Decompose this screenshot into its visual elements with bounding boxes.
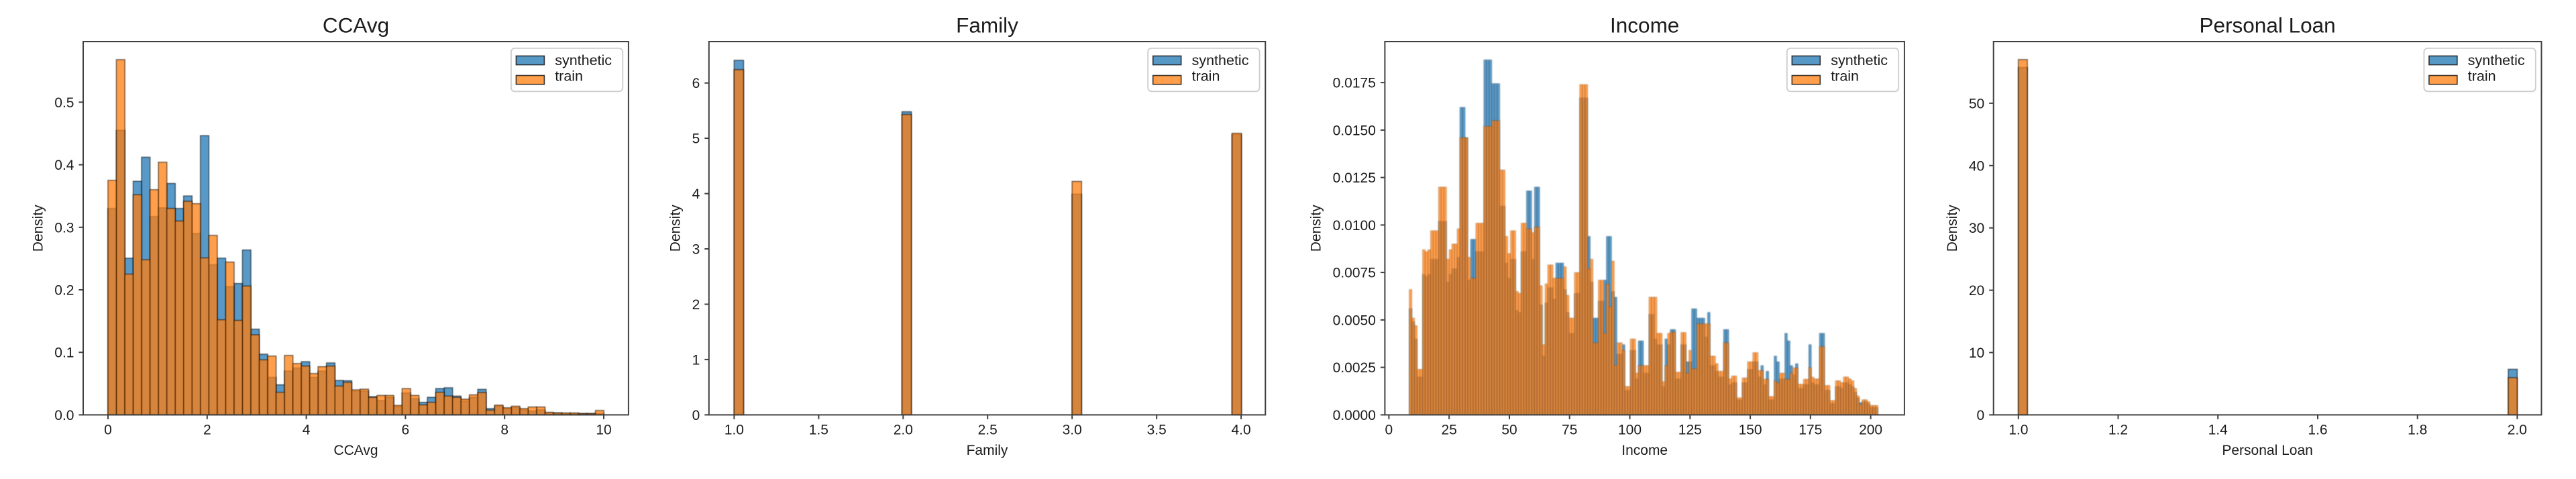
svg-text:20: 20 xyxy=(1969,283,1984,299)
svg-text:0: 0 xyxy=(1977,408,1985,423)
svg-text:6: 6 xyxy=(402,423,410,438)
svg-text:10: 10 xyxy=(596,423,611,438)
svg-text:3.0: 3.0 xyxy=(1063,423,1082,438)
svg-text:0.0050: 0.0050 xyxy=(1333,313,1376,328)
svg-text:175: 175 xyxy=(1799,423,1822,438)
svg-text:75: 75 xyxy=(1562,423,1577,438)
svg-text:Personal Loan: Personal Loan xyxy=(2222,443,2312,458)
svg-text:0.0150: 0.0150 xyxy=(1333,123,1376,138)
svg-text:0.0: 0.0 xyxy=(54,408,74,423)
svg-text:2.0: 2.0 xyxy=(2508,423,2527,438)
svg-text:1.6: 1.6 xyxy=(2308,423,2327,438)
svg-text:0.5: 0.5 xyxy=(54,95,74,111)
svg-text:synthetic: synthetic xyxy=(2468,52,2525,68)
svg-text:25: 25 xyxy=(1442,423,1457,438)
svg-text:synthetic: synthetic xyxy=(555,52,612,68)
svg-text:4: 4 xyxy=(303,423,311,438)
svg-text:3.5: 3.5 xyxy=(1147,423,1167,438)
svg-text:synthetic: synthetic xyxy=(1192,52,1249,68)
svg-text:0.0000: 0.0000 xyxy=(1333,408,1376,423)
svg-text:Density: Density xyxy=(1945,205,1960,252)
svg-text:5: 5 xyxy=(692,131,700,147)
svg-text:0.0075: 0.0075 xyxy=(1333,266,1376,281)
svg-text:1: 1 xyxy=(692,352,700,368)
svg-text:Income: Income xyxy=(1610,13,1679,38)
svg-text:200: 200 xyxy=(1859,423,1882,438)
svg-text:6: 6 xyxy=(692,76,700,91)
svg-text:Density: Density xyxy=(30,205,46,252)
svg-text:Personal Loan: Personal Loan xyxy=(2200,13,2336,38)
svg-text:0.0025: 0.0025 xyxy=(1333,360,1376,376)
svg-text:train: train xyxy=(555,68,583,85)
svg-text:8: 8 xyxy=(500,423,508,438)
svg-text:50: 50 xyxy=(1501,423,1517,438)
svg-text:1.5: 1.5 xyxy=(809,423,828,438)
svg-text:2.0: 2.0 xyxy=(894,423,913,438)
svg-text:2: 2 xyxy=(203,423,211,438)
svg-text:CCAvg: CCAvg xyxy=(333,443,378,458)
svg-text:train: train xyxy=(1831,68,1859,85)
svg-text:30: 30 xyxy=(1969,221,1984,236)
svg-text:train: train xyxy=(2468,68,2496,85)
svg-text:1.0: 1.0 xyxy=(724,423,744,438)
svg-text:0: 0 xyxy=(692,408,700,423)
svg-text:125: 125 xyxy=(1678,423,1702,438)
svg-text:2.5: 2.5 xyxy=(978,423,998,438)
svg-text:0.4: 0.4 xyxy=(54,158,74,173)
svg-text:CCAvg: CCAvg xyxy=(323,13,389,38)
svg-text:0: 0 xyxy=(104,423,112,438)
svg-text:1.0: 1.0 xyxy=(2008,423,2028,438)
svg-text:10: 10 xyxy=(1969,345,1984,361)
svg-text:150: 150 xyxy=(1739,423,1762,438)
svg-text:Family: Family xyxy=(956,13,1018,38)
svg-text:0.0125: 0.0125 xyxy=(1333,170,1376,186)
svg-text:50: 50 xyxy=(1969,96,1984,111)
svg-text:4.0: 4.0 xyxy=(1231,423,1250,438)
svg-text:Income: Income xyxy=(1621,443,1668,458)
svg-text:synthetic: synthetic xyxy=(1831,52,1888,68)
svg-text:1.4: 1.4 xyxy=(2208,423,2229,438)
svg-text:100: 100 xyxy=(1618,423,1642,438)
svg-text:0.2: 0.2 xyxy=(54,283,74,299)
svg-text:3: 3 xyxy=(692,242,700,258)
svg-text:4: 4 xyxy=(692,187,700,202)
svg-text:0.0100: 0.0100 xyxy=(1333,218,1376,233)
svg-text:40: 40 xyxy=(1969,158,1984,174)
svg-text:0.1: 0.1 xyxy=(54,345,74,361)
svg-text:0: 0 xyxy=(1385,423,1393,438)
svg-text:Family: Family xyxy=(967,443,1008,458)
svg-text:1.8: 1.8 xyxy=(2408,423,2427,438)
svg-text:0.3: 0.3 xyxy=(54,220,74,235)
svg-text:Density: Density xyxy=(668,205,684,252)
svg-text:0.0175: 0.0175 xyxy=(1333,76,1376,91)
svg-text:1.2: 1.2 xyxy=(2108,423,2128,438)
svg-text:2: 2 xyxy=(692,297,700,313)
svg-text:Density: Density xyxy=(1309,205,1324,252)
svg-text:train: train xyxy=(1192,68,1220,85)
